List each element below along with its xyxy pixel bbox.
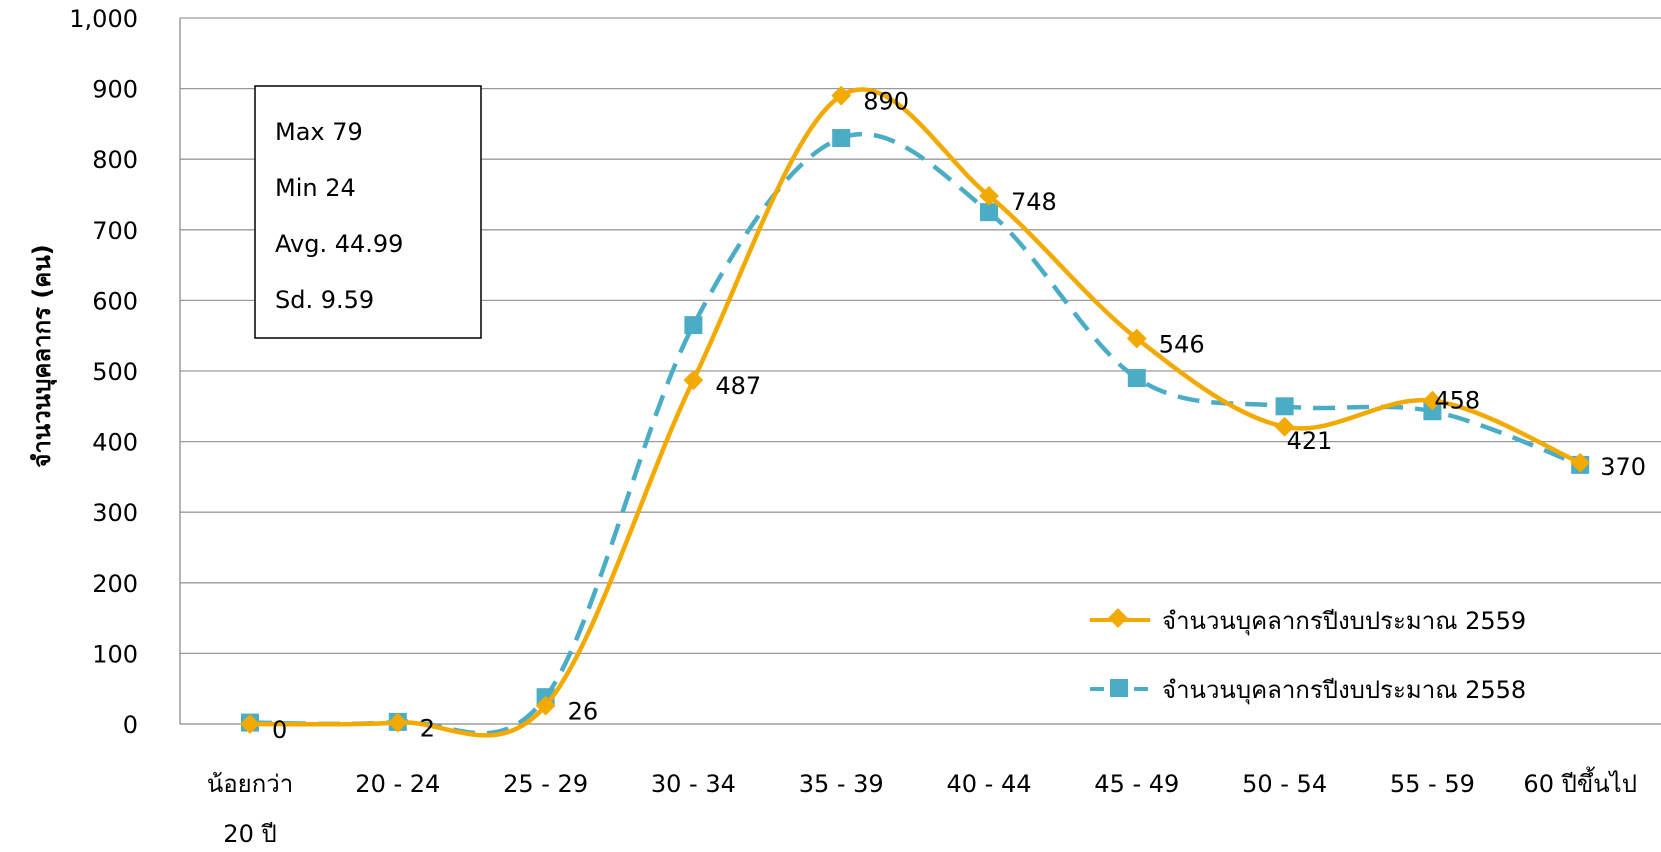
series-line-1 <box>249 131 1581 736</box>
legend: จำนวนบุคลากรปีงบประมาณ 2559 จำนวนบุคลากร… <box>1090 607 1526 705</box>
stats-box: Max 79 Min 24 Avg. 44.99 Sd. 9.59 <box>254 85 482 339</box>
data-label: 421 <box>1287 427 1333 455</box>
x-tick-label: 25 - 29 <box>503 770 588 798</box>
data-point-square <box>684 316 703 335</box>
data-label: 370 <box>1600 453 1646 481</box>
y-axis-label: จำนวนบุคลากร (คน) <box>28 244 58 467</box>
data-point-diamond <box>1274 416 1295 437</box>
series-layer <box>240 85 1591 738</box>
data-label: 0 <box>272 716 287 744</box>
x-tick-label: น้อยกว่า <box>207 770 293 798</box>
stats-min: Min 24 <box>275 174 356 202</box>
data-label: 487 <box>715 372 761 400</box>
legend-label-2559: จำนวนบุคลากรปีงบประมาณ 2559 <box>1162 607 1526 636</box>
y-tick-label: 0 <box>123 711 138 739</box>
data-point-square <box>980 203 998 222</box>
x-tick-label: 20 ปี <box>223 820 276 848</box>
x-tick-label: 60 ปีขึ้นไป <box>1523 766 1637 798</box>
legend-item-2559: จำนวนบุคลากรปีงบประมาณ 2559 <box>1090 607 1526 636</box>
data-point-diamond <box>1126 328 1147 349</box>
data-point-diamond <box>1422 390 1443 411</box>
series-line-0 <box>249 87 1582 738</box>
legend-item-2558: จำนวนบุคลากรปีงบประมาณ 2558 <box>1090 676 1526 705</box>
legend-marker-diamond <box>1108 608 1128 628</box>
legend-marker-square <box>1110 679 1128 697</box>
y-tick-label: 1,000 <box>69 5 138 33</box>
x-tick-label: 30 - 34 <box>651 770 736 798</box>
data-point-diamond <box>535 695 556 716</box>
x-tick-label: 50 - 54 <box>1242 770 1327 798</box>
x-tick-label: 20 - 24 <box>355 770 440 798</box>
data-label: 748 <box>1011 188 1057 216</box>
data-point-square <box>1275 397 1294 416</box>
data-point-square <box>1423 402 1442 421</box>
y-axis-ticks: 0 100 200 300 400 500 600 700 800 900 1,000 <box>69 5 138 739</box>
stats-sd: Sd. 9.59 <box>275 286 374 314</box>
y-tick-label: 300 <box>92 499 138 527</box>
y-tick-label: 500 <box>92 358 138 386</box>
data-point-diamond <box>683 370 704 391</box>
y-tick-label: 600 <box>92 287 138 315</box>
stats-max: Max 79 <box>275 118 363 146</box>
data-point-diamond <box>387 712 408 733</box>
y-tick-label: 100 <box>92 640 138 668</box>
y-tick-label: 800 <box>92 146 138 174</box>
y-tick-label: 400 <box>92 429 138 457</box>
data-labels: 0 2 26 487 890 748 546 421 458 370 <box>272 88 1646 744</box>
legend-label-2558: จำนวนบุคลากรปีงบประมาณ 2558 <box>1162 676 1526 705</box>
x-axis-ticks: น้อยกว่า 20 ปี 20 - 24 25 - 29 30 - 34 35 - 3… <box>207 766 1637 848</box>
data-point-diamond <box>1570 452 1591 473</box>
x-tick-label: 45 - 49 <box>1094 770 1179 798</box>
x-tick-label: 35 - 39 <box>799 770 884 798</box>
data-label: 890 <box>863 88 909 116</box>
y-tick-label: 900 <box>92 76 138 104</box>
data-point-square <box>832 129 851 148</box>
data-point-square <box>1127 369 1146 388</box>
stats-avg: Avg. 44.99 <box>275 230 403 258</box>
y-tick-label: 700 <box>92 217 138 245</box>
data-label: 546 <box>1159 331 1205 359</box>
data-label: 2 <box>420 715 435 743</box>
data-label: 458 <box>1434 387 1480 415</box>
y-tick-label: 200 <box>92 570 138 598</box>
x-tick-label: 40 - 44 <box>947 770 1032 798</box>
data-label: 26 <box>568 698 599 726</box>
x-tick-label: 55 - 59 <box>1390 770 1475 798</box>
